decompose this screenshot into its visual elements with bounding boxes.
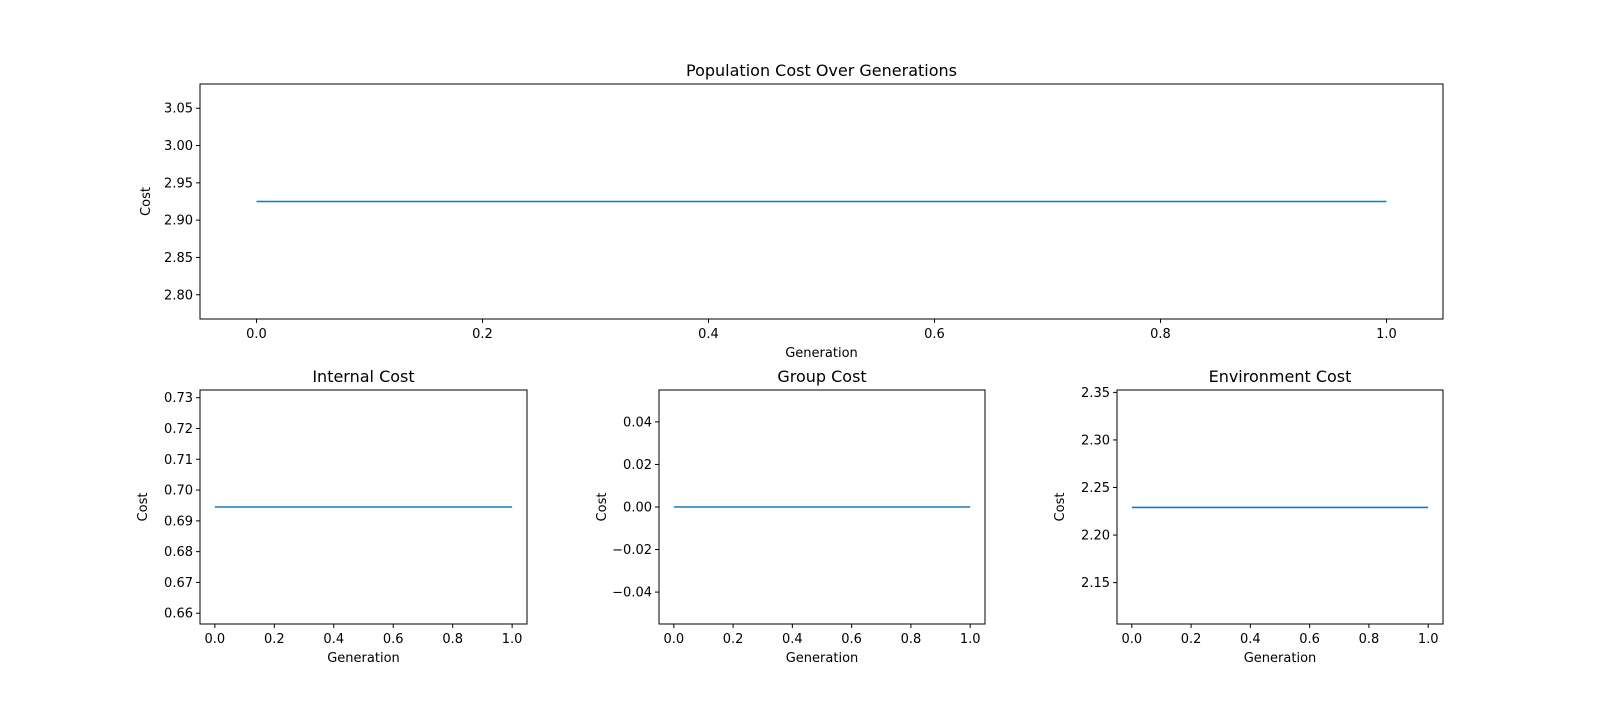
environment-cost-y-tick-label: 2.20 bbox=[1081, 529, 1110, 544]
population-cost-x-tick-label: 0.8 bbox=[1150, 327, 1171, 342]
group-cost-y-tick-label: 0.00 bbox=[623, 501, 652, 516]
internal-cost-x-tick-label: 0.2 bbox=[264, 632, 285, 647]
internal-cost-x-tick-label: 1.0 bbox=[502, 632, 523, 647]
population-cost-x-tick-label: 1.0 bbox=[1376, 327, 1397, 342]
internal-cost-panel: 0.0 0.2 0.4 0.6 0.8 1.0 0.66 0.67 0.68 0.69 0.70 0.… bbox=[136, 367, 528, 666]
population-cost-y-tick-label: 2.80 bbox=[164, 288, 193, 303]
internal-cost-x-tick-label: 0.8 bbox=[442, 632, 463, 647]
group-cost-x-tick-label: 0.0 bbox=[663, 632, 684, 647]
environment-cost-y-tick-label: 2.35 bbox=[1081, 386, 1110, 401]
population-cost-x-tick-label: 0.4 bbox=[698, 327, 719, 342]
group-cost-y-tick-label: 0.02 bbox=[623, 458, 652, 473]
population-cost-y-tick-label: 3.05 bbox=[164, 102, 193, 117]
group-cost-x-tick-label: 0.4 bbox=[782, 632, 803, 647]
internal-cost-y-tick-label: 0.71 bbox=[164, 453, 193, 468]
population-cost-x-axis-label: Generation bbox=[785, 346, 858, 361]
population-cost-y-tick-label: 2.95 bbox=[164, 176, 193, 191]
environment-cost-x-tick-label: 1.0 bbox=[1418, 632, 1439, 647]
population-cost-y-tick-label: 2.85 bbox=[164, 251, 193, 266]
environment-cost-y-tick-label: 2.30 bbox=[1081, 433, 1110, 448]
environment-cost-panel: 0.0 0.2 0.4 0.6 0.8 1.0 2.15 2.20 2.25 2.30 2.35 En… bbox=[1053, 367, 1444, 666]
group-cost-y-tick-label: −0.02 bbox=[612, 543, 652, 558]
population-cost-panel: 0.0 0.2 0.4 0.6 0.8 1.0 2.80 2.85 2.90 2.95 3.00 3.… bbox=[139, 61, 1444, 361]
group-cost-x-tick-label: 0.8 bbox=[901, 632, 922, 647]
internal-cost-y-tick-label: 0.72 bbox=[164, 422, 193, 437]
population-cost-y-tick-label: 3.00 bbox=[164, 139, 193, 154]
environment-cost-y-tick-label: 2.25 bbox=[1081, 481, 1110, 496]
internal-cost-title: Internal Cost bbox=[312, 367, 414, 386]
population-cost-title: Population Cost Over Generations bbox=[686, 61, 957, 80]
internal-cost-y-tick-label: 0.67 bbox=[164, 576, 193, 591]
internal-cost-y-tick-label: 0.73 bbox=[164, 391, 193, 406]
internal-cost-x-tick-label: 0.0 bbox=[205, 632, 226, 647]
environment-cost-axes-frame bbox=[1116, 389, 1444, 625]
internal-cost-x-tick-label: 0.6 bbox=[383, 632, 404, 647]
group-cost-x-tick-label: 0.6 bbox=[841, 632, 862, 647]
group-cost-title: Group Cost bbox=[777, 367, 866, 386]
population-cost-x-tick-label: 0.6 bbox=[924, 327, 945, 342]
internal-cost-y-axis-label: Cost bbox=[136, 493, 151, 522]
environment-cost-y-axis-label: Cost bbox=[1053, 493, 1068, 522]
population-cost-x-tick-label: 0.0 bbox=[246, 327, 267, 342]
environment-cost-x-axis-label: Generation bbox=[1244, 651, 1317, 666]
environment-cost-x-tick-label: 0.2 bbox=[1181, 632, 1202, 647]
population-cost-x-tick-label: 0.2 bbox=[472, 327, 493, 342]
environment-cost-y-tick-label: 2.15 bbox=[1081, 576, 1110, 591]
internal-cost-x-tick-label: 0.4 bbox=[323, 632, 344, 647]
environment-cost-title: Environment Cost bbox=[1209, 367, 1352, 386]
group-cost-x-tick-label: 0.2 bbox=[723, 632, 744, 647]
group-cost-y-axis-label: Cost bbox=[595, 493, 610, 522]
environment-cost-x-tick-label: 0.4 bbox=[1240, 632, 1261, 647]
group-cost-x-tick-label: 1.0 bbox=[960, 632, 981, 647]
internal-cost-y-tick-label: 0.66 bbox=[164, 607, 193, 622]
environment-cost-x-tick-label: 0.8 bbox=[1359, 632, 1380, 647]
group-cost-x-axis-label: Generation bbox=[786, 651, 859, 666]
group-cost-y-tick-label: 0.04 bbox=[623, 415, 652, 430]
internal-cost-y-tick-label: 0.69 bbox=[164, 514, 193, 529]
group-cost-y-tick-label: −0.04 bbox=[612, 586, 652, 601]
internal-cost-x-axis-label: Generation bbox=[327, 651, 400, 666]
population-cost-y-axis-label: Cost bbox=[139, 187, 154, 216]
environment-cost-x-tick-label: 0.6 bbox=[1299, 632, 1320, 647]
internal-cost-y-tick-label: 0.70 bbox=[164, 484, 193, 499]
environment-cost-x-tick-label: 0.0 bbox=[1121, 632, 1142, 647]
internal-cost-axes-frame bbox=[199, 389, 528, 625]
group-cost-panel: 0.0 0.2 0.4 0.6 0.8 1.0 −0.04 −0.02 0.00 0.02 0.04… bbox=[595, 367, 986, 666]
internal-cost-y-tick-label: 0.68 bbox=[164, 545, 193, 560]
population-cost-y-tick-label: 2.90 bbox=[164, 214, 193, 229]
population-cost-axes-frame bbox=[199, 83, 1444, 320]
